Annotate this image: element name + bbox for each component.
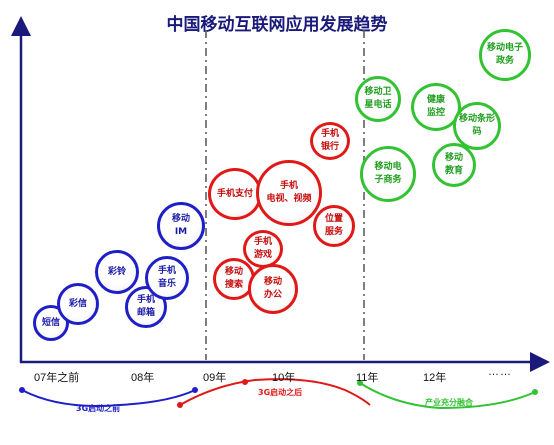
phase-arc-red-end (242, 379, 248, 385)
x-tick-label: 11年 (356, 372, 379, 384)
phase-arc-green (359, 382, 536, 410)
phase-arc-green-end (532, 389, 538, 395)
phase-arc-green-start (357, 380, 363, 386)
x-tick-label: 12年 (423, 372, 447, 384)
bubble-mobile-search: 移动 搜索 (213, 258, 255, 300)
bubble-mobile-office: 移动 办公 (248, 264, 298, 314)
bubble-mobile-education: 移动 教育 (432, 143, 476, 187)
bubble-health-monitoring: 健康 监控 (411, 83, 461, 131)
phase-label-before-3g: 3G启动之前 (76, 404, 121, 413)
x-tick-label: 09年 (203, 372, 227, 384)
bubble-mobile-satellite-phone: 移动卫 星电话 (355, 76, 401, 122)
bubble-mobile-im: 移动 IM (157, 202, 205, 250)
phase-arc-blue (21, 389, 196, 407)
bubble-mobile-banking: 手机 银行 (310, 122, 350, 160)
x-tick-label: 08年 (131, 372, 155, 384)
bubble-location-service: 位置 服务 (313, 205, 355, 247)
x-tick-label: 10年 (272, 372, 296, 384)
phase-arc-red (179, 378, 371, 406)
bubble-mobile-ecommerce: 移动电 子商务 (360, 146, 416, 202)
bubble-mobile-music: 手机 音乐 (145, 256, 189, 300)
bubble-mobile-payment: 手机支付 (208, 168, 262, 220)
bubble-mobile-games: 手机 游戏 (243, 230, 283, 268)
bubble-mms: 彩信 (57, 283, 99, 325)
phase-arc-blue-start (19, 387, 25, 393)
phase-arc-red-start (177, 402, 183, 408)
diagram-title: 中国移动互联网应用发展趋势 (166, 15, 388, 35)
bubble-mobile-barcode: 移动条形 码 (453, 102, 501, 150)
phase-label-integration: 产业充分融合 (425, 398, 473, 407)
phase-arc-blue-end (192, 387, 198, 393)
x-tick-label: 07年之前 (34, 372, 80, 384)
x-tick-label: …… (488, 366, 512, 378)
bubble-mobile-mail: 手机 邮箱 (125, 286, 167, 328)
bubble-ringtone: 彩铃 (95, 250, 139, 294)
bubble-mobile-e-government: 移动电子 政务 (479, 29, 531, 81)
bubble-sms: 短信 (33, 305, 69, 341)
phase-label-after-3g: 3G启动之后 (258, 388, 303, 397)
bubble-mobile-tv-video: 手机 电视、视频 (256, 160, 322, 226)
